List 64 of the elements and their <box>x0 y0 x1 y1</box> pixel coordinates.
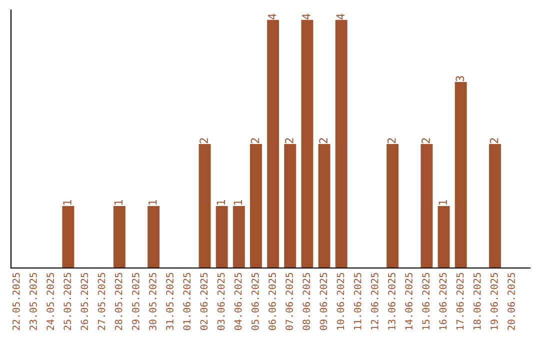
data-label: 1 <box>114 200 123 205</box>
x-tick-label: 11.06.2025 <box>354 272 362 330</box>
x-tick-label: 01.06.2025 <box>183 272 191 330</box>
x-tick-label: 06.06.2025 <box>268 272 276 330</box>
bar <box>113 206 126 268</box>
data-label: 2 <box>422 138 430 144</box>
x-tick-label: 10.06.2025 <box>336 272 344 330</box>
x-tick-label: 28.05.2025 <box>114 272 122 330</box>
bar <box>454 82 467 268</box>
x-tick-label: 18.06.2025 <box>473 272 481 330</box>
data-label: 2 <box>200 138 208 144</box>
data-label: 2 <box>387 138 396 144</box>
x-tick-label: 04.06.2025 <box>234 272 242 330</box>
bar <box>301 20 314 268</box>
data-label: 1 <box>438 200 447 205</box>
x-tick-label: 22.05.2025 <box>12 272 20 330</box>
bar <box>267 20 280 268</box>
x-tick-label: 25.05.2025 <box>64 272 72 330</box>
x-tick-label: 03.06.2025 <box>217 272 225 330</box>
data-label: 1 <box>148 200 157 205</box>
bar <box>335 20 348 268</box>
bar <box>250 144 262 268</box>
bar <box>386 144 399 268</box>
bar <box>318 144 330 268</box>
bar <box>148 206 160 268</box>
x-tick-label: 09.06.2025 <box>320 272 328 330</box>
bar <box>198 144 211 268</box>
x-tick-label: 05.06.2025 <box>251 272 259 330</box>
x-tick-label: 12.06.2025 <box>370 272 378 330</box>
data-label: 1 <box>216 200 225 205</box>
data-label: 1 <box>63 200 72 205</box>
x-tick-label: 31.05.2025 <box>166 272 174 330</box>
x-tick-label: 08.06.2025 <box>302 272 310 330</box>
bar <box>420 144 433 268</box>
x-tick-label: 15.06.2025 <box>422 272 430 330</box>
x-tick-label: 27.05.2025 <box>98 272 106 330</box>
x-tick-label: 13.06.2025 <box>388 272 396 330</box>
x-tick-label: 14.06.2025 <box>405 272 412 330</box>
bar <box>438 206 450 268</box>
data-label: 3 <box>456 76 464 82</box>
x-tick-label: 26.05.2025 <box>80 272 88 330</box>
x-tick-label: 02.06.2025 <box>200 272 208 330</box>
data-label: 1 <box>234 200 242 205</box>
x-tick-label: 17.06.2025 <box>456 272 464 330</box>
data-label: 2 <box>490 138 498 144</box>
x-tick-label: 20.06.2025 <box>508 272 515 330</box>
x-tick-label: 07.06.2025 <box>286 272 293 330</box>
data-label: 4 <box>336 14 344 20</box>
x-tick-label: 24.05.2025 <box>46 272 54 330</box>
x-tick-label: 16.06.2025 <box>439 272 447 330</box>
data-label: 4 <box>268 14 276 20</box>
x-tick-label: 29.05.2025 <box>132 272 140 330</box>
data-label: 2 <box>319 138 328 144</box>
bar <box>284 144 296 268</box>
x-tick-label: 23.05.2025 <box>30 272 37 330</box>
data-label: 2 <box>250 138 260 144</box>
bar <box>216 206 228 268</box>
x-tick-label: 19.06.2025 <box>490 272 498 330</box>
bar <box>62 206 74 268</box>
x-tick-label: 30.05.2025 <box>149 272 156 330</box>
data-label: 2 <box>284 138 294 144</box>
bar <box>489 144 501 268</box>
data-label: 4 <box>302 14 310 20</box>
bar <box>232 206 245 268</box>
